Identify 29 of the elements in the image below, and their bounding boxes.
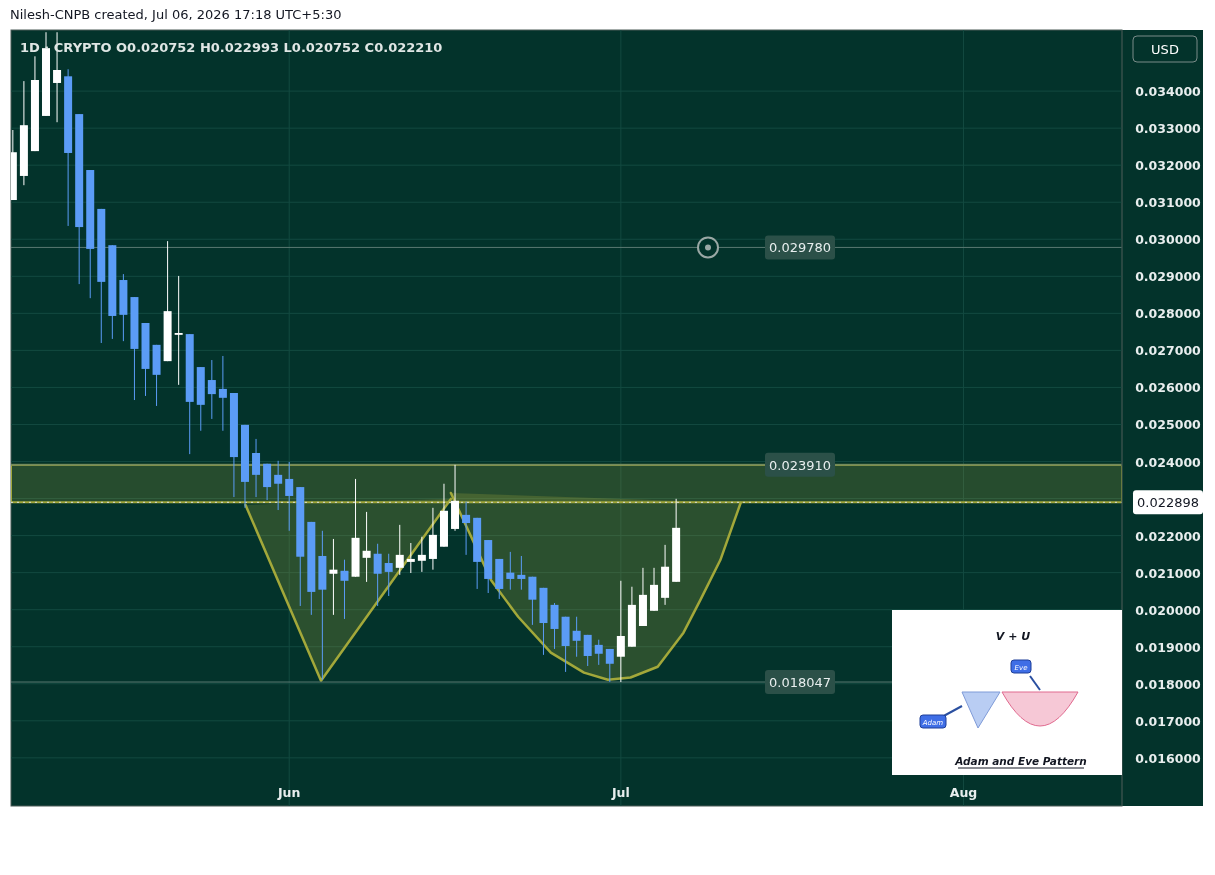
x-tick-label: Aug [949, 785, 978, 800]
ref-line-label: 0.022898 [1136, 495, 1200, 511]
y-tick-label: 0.018000 [1135, 676, 1202, 692]
ref-line-label: 0.018047 [768, 675, 832, 691]
y-tick-label: 0.028000 [1135, 306, 1202, 322]
y-tick-label: 0.031000 [1135, 195, 1202, 211]
chart-title: Nilesh-CNPB created, Jul 06, 2026 17:18 UTC+5:30 [10, 7, 342, 22]
annotation: V + U [995, 630, 1031, 643]
y-tick-label: 0.019000 [1135, 639, 1202, 655]
annotation: Adam and Eve Pattern [954, 755, 1087, 767]
y-tick-label: 0.016000 [1135, 750, 1202, 766]
x-tick-label: Jul [610, 785, 630, 800]
ref-line-label: 0.029780 [768, 240, 832, 256]
y-tick-label: 0.022000 [1135, 528, 1202, 544]
y-tick-label: 0.020000 [1135, 602, 1202, 618]
y-tick-label: 0.021000 [1135, 565, 1202, 581]
y-tick-label: 0.024000 [1135, 454, 1202, 470]
y-tick-label: 0.034000 [1135, 84, 1202, 100]
y-axis-title: USD [1151, 42, 1179, 57]
y-tick-label: 0.026000 [1135, 380, 1202, 396]
y-tick-label: 0.017000 [1135, 713, 1202, 729]
y-tick-label: 0.027000 [1135, 343, 1202, 359]
y-tick-label: 0.033000 [1135, 121, 1202, 137]
y-tick-label: 0.030000 [1135, 232, 1202, 248]
y-tick-label: 0.032000 [1135, 158, 1202, 174]
ref-line-label: 0.023910 [768, 457, 832, 473]
y-tick-label: 0.029000 [1135, 269, 1202, 285]
x-tick-label: Jun [276, 785, 301, 800]
y-tick-label: 0.025000 [1135, 417, 1202, 433]
